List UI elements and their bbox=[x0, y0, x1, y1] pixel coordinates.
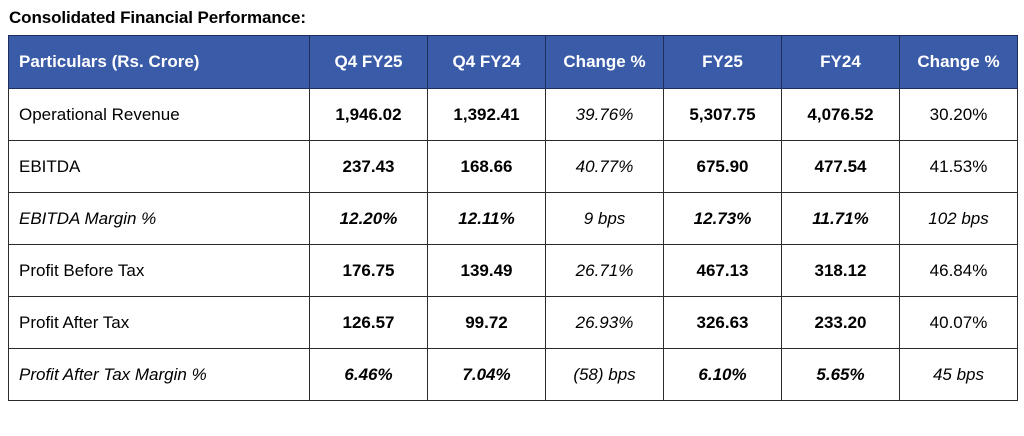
cell-fy25: 6.10% bbox=[663, 348, 782, 401]
cell-change-year: 46.84% bbox=[899, 244, 1018, 297]
cell-change-year: 102 bps bbox=[899, 192, 1018, 245]
cell-fy24: 11.71% bbox=[781, 192, 900, 245]
table-row: Profit After Tax Margin % 6.46% 7.04% (5… bbox=[8, 348, 1018, 401]
header-particulars: Particulars (Rs. Crore) bbox=[8, 35, 310, 89]
cell-change-year: 40.07% bbox=[899, 296, 1018, 349]
header-q4-fy25: Q4 FY25 bbox=[309, 35, 428, 89]
cell-fy24: 318.12 bbox=[781, 244, 900, 297]
cell-q4-fy24: 12.11% bbox=[427, 192, 546, 245]
cell-fy25: 12.73% bbox=[663, 192, 782, 245]
cell-change-quarter: (58) bps bbox=[545, 348, 664, 401]
cell-change-quarter: 39.76% bbox=[545, 88, 664, 141]
cell-change-quarter: 26.93% bbox=[545, 296, 664, 349]
cell-change-quarter: 9 bps bbox=[545, 192, 664, 245]
page-title: Consolidated Financial Performance: bbox=[9, 8, 306, 27]
cell-change-year: 41.53% bbox=[899, 140, 1018, 193]
cell-fy24: 233.20 bbox=[781, 296, 900, 349]
cell-q4-fy24: 139.49 bbox=[427, 244, 546, 297]
row-label: Profit After Tax Margin % bbox=[8, 348, 310, 401]
cell-q4-fy25: 12.20% bbox=[309, 192, 428, 245]
table-row: Operational Revenue 1,946.02 1,392.41 39… bbox=[8, 88, 1018, 141]
cell-change-year: 45 bps bbox=[899, 348, 1018, 401]
financial-performance-table: Particulars (Rs. Crore) Q4 FY25 Q4 FY24 … bbox=[8, 35, 1018, 401]
cell-q4-fy25: 6.46% bbox=[309, 348, 428, 401]
table-row: Profit After Tax 126.57 99.72 26.93% 326… bbox=[8, 296, 1018, 349]
row-label: Profit Before Tax bbox=[8, 244, 310, 297]
header-change-year: Change % bbox=[899, 35, 1018, 89]
cell-change-quarter: 26.71% bbox=[545, 244, 664, 297]
row-label: Profit After Tax bbox=[8, 296, 310, 349]
table-row: EBITDA 237.43 168.66 40.77% 675.90 477.5… bbox=[8, 140, 1018, 193]
cell-q4-fy24: 99.72 bbox=[427, 296, 546, 349]
row-label: Operational Revenue bbox=[8, 88, 310, 141]
cell-q4-fy25: 126.57 bbox=[309, 296, 428, 349]
cell-change-quarter: 40.77% bbox=[545, 140, 664, 193]
cell-fy24: 477.54 bbox=[781, 140, 900, 193]
cell-fy25: 675.90 bbox=[663, 140, 782, 193]
cell-fy25: 467.13 bbox=[663, 244, 782, 297]
header-q4-fy24: Q4 FY24 bbox=[427, 35, 546, 89]
cell-fy24: 4,076.52 bbox=[781, 88, 900, 141]
header-fy25: FY25 bbox=[663, 35, 782, 89]
cell-q4-fy24: 168.66 bbox=[427, 140, 546, 193]
row-label: EBITDA bbox=[8, 140, 310, 193]
row-label: EBITDA Margin % bbox=[8, 192, 310, 245]
table-row: EBITDA Margin % 12.20% 12.11% 9 bps 12.7… bbox=[8, 192, 1018, 245]
table-row: Profit Before Tax 176.75 139.49 26.71% 4… bbox=[8, 244, 1018, 297]
cell-q4-fy24: 1,392.41 bbox=[427, 88, 546, 141]
cell-q4-fy25: 237.43 bbox=[309, 140, 428, 193]
cell-fy25: 5,307.75 bbox=[663, 88, 782, 141]
cell-q4-fy25: 176.75 bbox=[309, 244, 428, 297]
cell-fy24: 5.65% bbox=[781, 348, 900, 401]
table-header-row: Particulars (Rs. Crore) Q4 FY25 Q4 FY24 … bbox=[8, 35, 1018, 89]
header-fy24: FY24 bbox=[781, 35, 900, 89]
cell-q4-fy24: 7.04% bbox=[427, 348, 546, 401]
header-change-quarter: Change % bbox=[545, 35, 664, 89]
cell-change-year: 30.20% bbox=[899, 88, 1018, 141]
cell-q4-fy25: 1,946.02 bbox=[309, 88, 428, 141]
cell-fy25: 326.63 bbox=[663, 296, 782, 349]
